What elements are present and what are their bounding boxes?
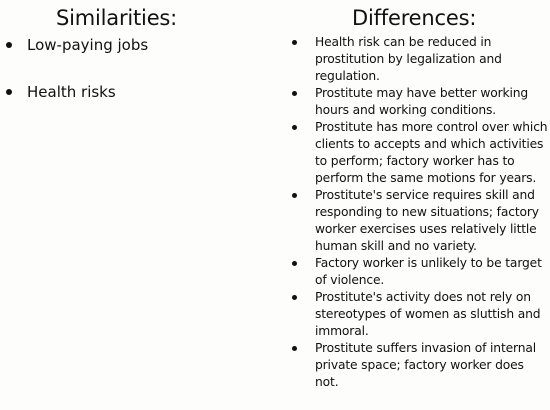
difference-item: Prostitute's activity does not rely on s… bbox=[288, 289, 550, 340]
difference-text: Prostitute suffers invasion of internal … bbox=[315, 341, 537, 389]
difference-item: Prostitute has more control over which c… bbox=[288, 119, 550, 187]
bullet-icon bbox=[292, 124, 297, 130]
similarity-text: Health risks bbox=[27, 83, 116, 101]
difference-item: Health risk can be reduced in prostituti… bbox=[288, 34, 550, 85]
bullet-icon bbox=[292, 90, 297, 96]
differences-list: Health risk can be reduced in prostituti… bbox=[288, 34, 550, 391]
difference-text: Prostitute may have better working hours… bbox=[315, 86, 529, 117]
difference-text: Health risk can be reduced in prostituti… bbox=[315, 35, 502, 83]
difference-text: Factory worker is unlikely to be target … bbox=[315, 256, 542, 287]
difference-text: Prostitute's activity does not rely on s… bbox=[315, 290, 541, 338]
difference-item: Prostitute may have better working hours… bbox=[288, 85, 550, 119]
similarity-item: Low-paying jobs bbox=[0, 34, 270, 56]
difference-item: Prostitute's service requires skill and … bbox=[288, 187, 550, 255]
similarities-heading: Similarities: bbox=[56, 6, 178, 30]
similarities-list: Low-paying jobs Health risks bbox=[0, 34, 270, 128]
difference-text: Prostitute has more control over which c… bbox=[315, 120, 548, 185]
differences-heading: Differences: bbox=[352, 6, 477, 30]
difference-item: Factory worker is unlikely to be target … bbox=[288, 255, 550, 289]
bullet-icon bbox=[292, 294, 297, 300]
difference-text: Prostitute's service requires skill and … bbox=[315, 188, 539, 253]
bullet-icon bbox=[292, 260, 297, 266]
bullet-icon bbox=[6, 89, 12, 95]
bullet-icon bbox=[292, 345, 297, 351]
bullet-icon bbox=[292, 39, 297, 45]
bullet-icon bbox=[292, 192, 297, 198]
similarity-text: Low-paying jobs bbox=[27, 36, 149, 54]
bullet-icon bbox=[6, 42, 12, 48]
difference-item: Prostitute suffers invasion of internal … bbox=[288, 340, 550, 391]
similarity-item: Health risks bbox=[0, 81, 270, 103]
